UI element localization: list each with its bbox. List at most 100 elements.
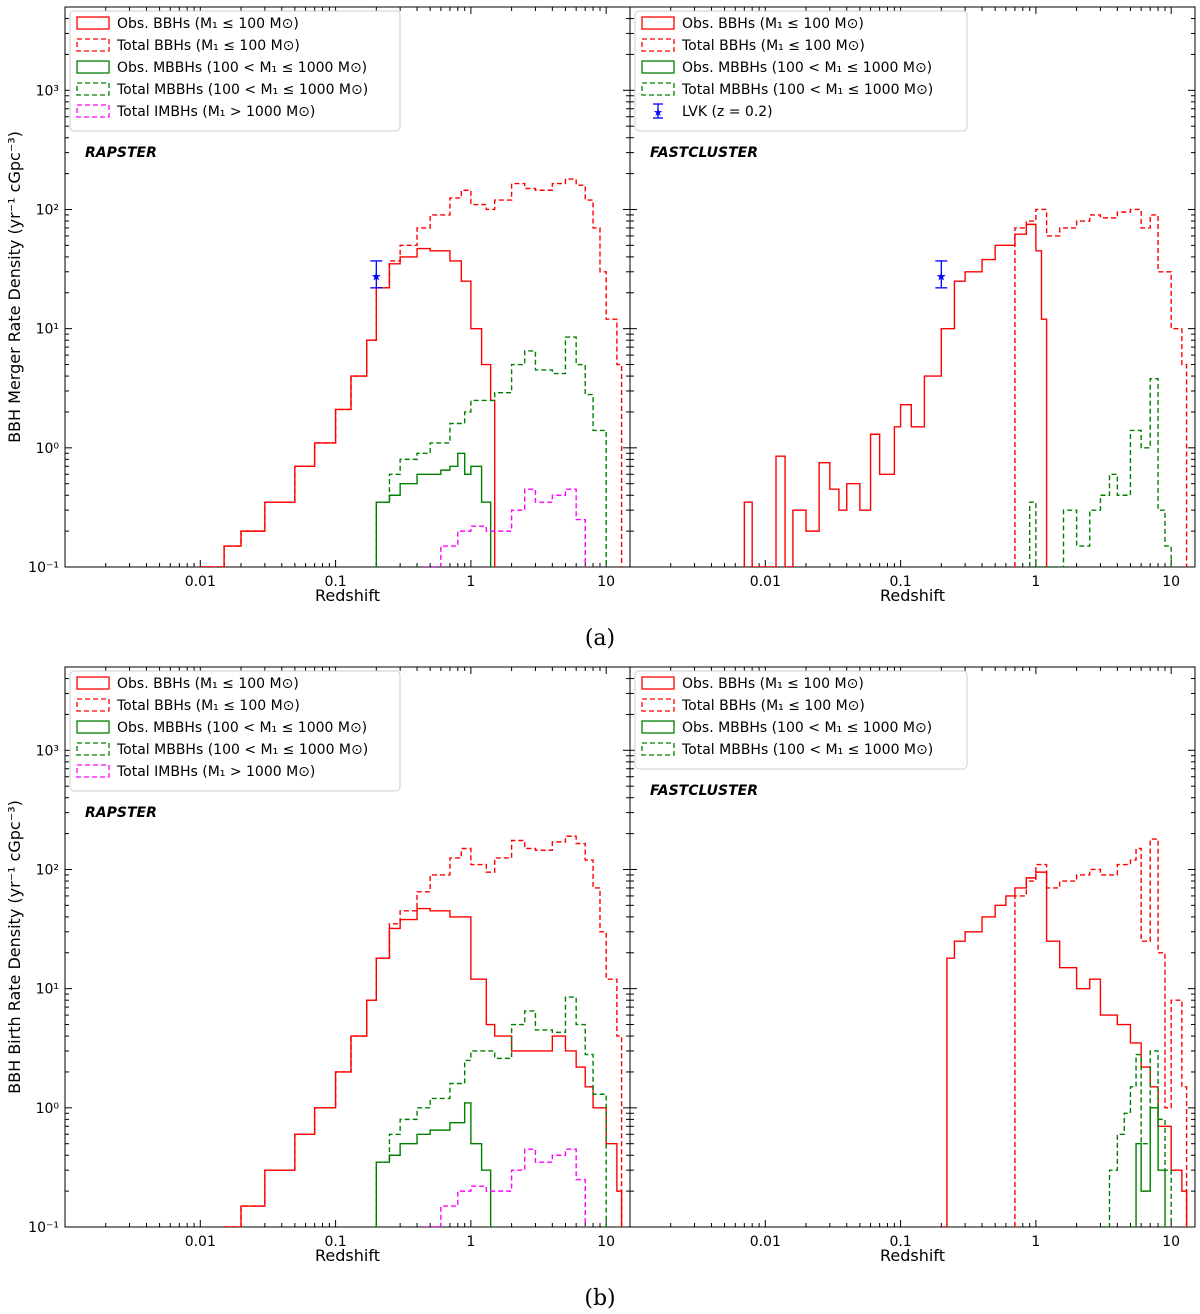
legend-entry: Total BBHs (M₁ ≤ 100 M⊙): [116, 38, 300, 54]
legend-swatch: [76, 16, 110, 30]
series-line-3: [375, 336, 607, 567]
legend-entry: Total MBBHs (100 < M₁ ≤ 1000 M⊙): [681, 82, 933, 98]
panel-label: FASTCLUSTER: [650, 783, 758, 799]
series-line-0: [941, 871, 1188, 1227]
axes-frame: [629, 6, 1196, 568]
lvk-marker: ★: [936, 269, 947, 283]
x-tick-label: 0.1: [324, 574, 346, 590]
legend-swatch: [641, 742, 675, 756]
series-line-0: [200, 247, 496, 567]
legend-swatch: [76, 720, 110, 734]
y-tick-label: 10³: [36, 83, 59, 99]
x-tick-label: 0.01: [185, 1234, 216, 1250]
series-line-1: [1014, 838, 1188, 1227]
y-tick-label: 10⁻¹: [28, 1220, 59, 1236]
legend-entry: Obs. MBBHs (100 < M₁ ≤ 1000 M⊙): [682, 60, 932, 76]
x-tick-label: 10: [1162, 1234, 1180, 1250]
legend-box: [69, 10, 401, 132]
legend-lvk-star: ★: [653, 106, 663, 119]
series-line-2: [1130, 1107, 1166, 1227]
series-line-1: [1014, 208, 1188, 567]
legend-swatch: [76, 764, 110, 778]
legend-swatch: [76, 698, 110, 712]
series-line-4: [423, 488, 586, 567]
y-tick-label: 10³: [36, 743, 59, 759]
y-tick-label: 10²: [36, 202, 59, 218]
legend-swatch: [76, 60, 110, 74]
y-tick-label: 10⁻¹: [28, 560, 59, 576]
legend-swatch: [76, 38, 110, 52]
legend-swatch: [76, 742, 110, 756]
legend: Obs. BBHs (M₁ ≤ 100 M⊙) Total BBHs (M₁ ≤ …: [69, 670, 401, 792]
y-tick-label: 10¹: [36, 322, 59, 338]
legend-entry: Obs. BBHs (M₁ ≤ 100 M⊙): [117, 676, 299, 692]
series-layer: [941, 838, 1188, 1227]
legend-entry: LVK (z = 0.2): [682, 104, 773, 120]
panel-label: FASTCLUSTER: [650, 145, 758, 161]
y-tick-label: 10⁰: [36, 441, 60, 457]
legend: Obs. BBHs (M₁ ≤ 100 M⊙) Total BBHs (M₁ ≤ …: [69, 10, 401, 132]
legend-swatch: [641, 16, 675, 30]
x-tick-label: 10: [1162, 574, 1180, 590]
axes-frame: [629, 666, 1196, 1228]
panel-a-rapster: 0.01 0.1 1 10 Redshift 10⁻¹ 10⁰ 10¹ 10² 10³ BBH Me…: [5, 6, 631, 605]
legend-entry: Obs. MBBHs (100 < M₁ ≤ 1000 M⊙): [117, 720, 367, 736]
legend-entry: Obs. MBBHs (100 < M₁ ≤ 1000 M⊙): [117, 60, 367, 76]
series-layer: [224, 835, 623, 1227]
series-line-3: [1028, 378, 1172, 567]
x-tick-label: 0.01: [750, 574, 781, 590]
legend-swatch: [76, 82, 110, 96]
lvk-marker: ★: [371, 269, 382, 283]
series-line-3: [375, 996, 607, 1227]
legend-swatch: [641, 82, 675, 96]
x-tick-label: 0.01: [185, 574, 216, 590]
panel-label: RAPSTER: [85, 145, 157, 161]
legend-entry: Total MBBHs (100 < M₁ ≤ 1000 M⊙): [116, 742, 368, 758]
caption-b: (b): [584, 1286, 615, 1310]
panel-label: RAPSTER: [85, 805, 157, 821]
legend-entry: Total MBBHs (100 < M₁ ≤ 1000 M⊙): [681, 742, 933, 758]
x-tick-label: 1: [466, 574, 475, 590]
legend-entry: Obs. BBHs (M₁ ≤ 100 M⊙): [682, 676, 864, 692]
series-line-0: [224, 907, 623, 1227]
series-layer: [200, 178, 623, 567]
y-axis-label: BBH Merger Rate Density (yr⁻¹ cGpc⁻³): [5, 131, 24, 443]
legend: Obs. BBHs (M₁ ≤ 100 M⊙) Total BBHs (M₁ ≤ …: [634, 10, 968, 132]
legend-entry: Total MBBHs (100 < M₁ ≤ 1000 M⊙): [116, 82, 368, 98]
series-line-4: [423, 1148, 586, 1227]
legend-entry: Total BBHs (M₁ ≤ 100 M⊙): [681, 38, 865, 54]
legend-entry: Obs. BBHs (M₁ ≤ 100 M⊙): [117, 16, 299, 32]
series-line-1: [224, 835, 623, 1227]
panel-b-rapster: 0.01 0.1 1 10 Redshift 10⁻¹ 10⁰ 10¹ 10² 10³ BBH Bi…: [5, 666, 631, 1265]
legend-box: [634, 670, 968, 770]
legend-box: [69, 670, 401, 792]
legend-entry: Total IMBHs (M₁ > 1000 M⊙): [116, 764, 315, 780]
x-tick-label: 1: [466, 1234, 475, 1250]
legend-entry: Total BBHs (M₁ ≤ 100 M⊙): [116, 698, 300, 714]
x-tick-label: 0.1: [324, 1234, 346, 1250]
series-layer: [743, 208, 1188, 567]
legend-entry: Total BBHs (M₁ ≤ 100 M⊙): [681, 698, 865, 714]
x-tick-label: 0.1: [889, 574, 911, 590]
x-tick-label: 0.01: [750, 1234, 781, 1250]
legend-swatch: [76, 104, 110, 118]
legend-swatch: [641, 676, 675, 690]
legend-entry: Obs. BBHs (M₁ ≤ 100 M⊙): [682, 16, 864, 32]
panel-b-fastcluster: 0.01 0.1 1 10 Redshift Obs. BBHs (M₁ ≤ 100 M⊙…: [629, 666, 1196, 1265]
y-tick-label: 10¹: [36, 982, 59, 998]
x-tick-label: 10: [597, 574, 615, 590]
x-tick-label: 1: [1031, 574, 1040, 590]
x-axis-label: Redshift: [315, 1246, 380, 1265]
x-tick-label: 0.1: [889, 1234, 911, 1250]
y-axis-label: BBH Birth Rate Density (yr⁻¹ cGpc⁻³): [5, 800, 24, 1094]
series-line-2: [375, 452, 492, 567]
x-axis-label: Redshift: [315, 586, 380, 605]
y-tick-label: 10²: [36, 862, 59, 878]
legend: Obs. BBHs (M₁ ≤ 100 M⊙) Total BBHs (M₁ ≤ …: [634, 670, 968, 770]
legend-entry: Obs. MBBHs (100 < M₁ ≤ 1000 M⊙): [682, 720, 932, 736]
legend-entry: Total IMBHs (M₁ > 1000 M⊙): [116, 104, 315, 120]
legend-swatch: [641, 38, 675, 52]
